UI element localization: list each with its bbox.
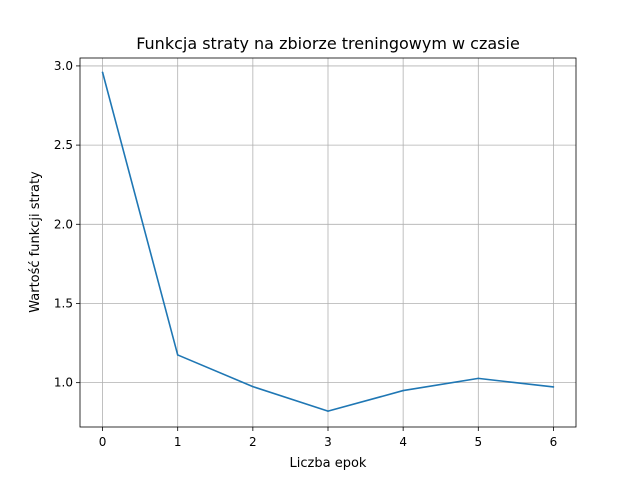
plot-frame — [79, 57, 577, 428]
series — [101, 71, 555, 412]
data-point — [252, 385, 254, 388]
x-tick-label: 1 — [174, 435, 182, 449]
y-tick-label: 3.0 — [54, 59, 73, 73]
x-tick-label: 4 — [399, 435, 407, 449]
x-tick-label: 5 — [474, 435, 482, 449]
data-point — [101, 71, 104, 74]
data-point — [176, 354, 179, 356]
chart-title: Funkcja straty na zbiorze treningowym w … — [136, 34, 520, 53]
y-tick-label: 1.0 — [54, 376, 73, 390]
data-point — [402, 389, 404, 392]
x-tick-label: 0 — [99, 435, 107, 449]
x-tick-label: 2 — [249, 435, 257, 449]
y-tick-label: 1.5 — [54, 296, 73, 310]
data-point — [327, 410, 329, 412]
ticks: 0 1 2 3 4 5 6 1.0 1.5 2.0 2.5 3.0 — [54, 59, 557, 449]
grid — [80, 58, 576, 427]
y-tick-label: 2.5 — [54, 138, 73, 152]
x-axis-label: Liczba epok — [290, 456, 367, 471]
y-tick-label: 2.0 — [54, 217, 73, 231]
data-point — [552, 386, 555, 388]
data-point — [477, 377, 480, 380]
y-axis-label: Wartość funkcji straty — [28, 171, 43, 313]
x-tick-label: 6 — [550, 435, 558, 449]
x-tick-label: 3 — [324, 435, 332, 449]
